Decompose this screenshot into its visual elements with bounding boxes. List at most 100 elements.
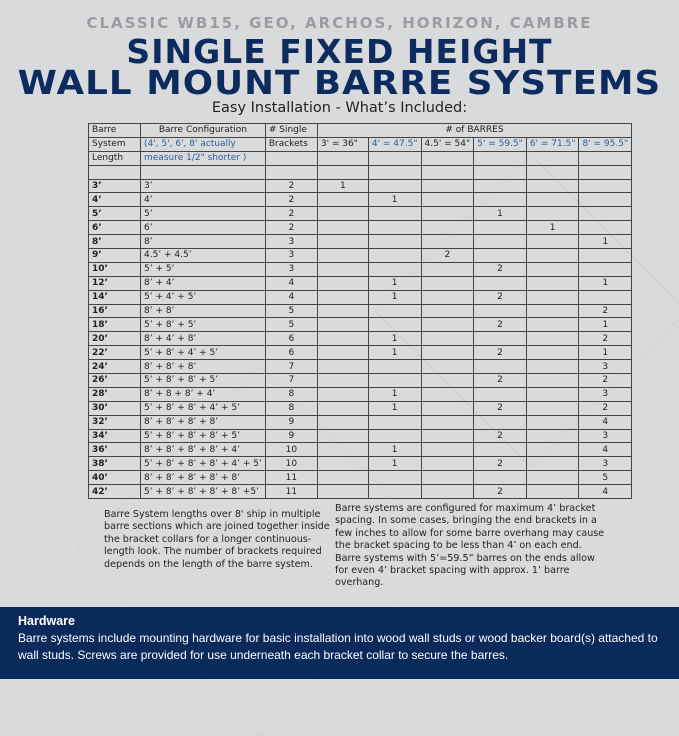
barre-count-cell	[525, 234, 580, 250]
barre-count-cell	[420, 400, 475, 416]
barre-count-cell: 2	[473, 373, 527, 388]
barre-count-cell: 1	[367, 289, 422, 305]
config-cell: 5’ + 8’ + 4’ + 5’	[140, 345, 266, 361]
barre-count-cell	[473, 275, 527, 291]
barre-count-cell	[420, 206, 475, 222]
table-row: 22’ 5’ + 8’ + 4’ + 5’ 6 1 2 1	[88, 345, 633, 361]
barre-count-cell	[420, 178, 475, 194]
table-row: 6’ 6’ 2 1	[88, 220, 633, 236]
barre-count-cell	[420, 359, 475, 375]
config-cell: 8’ + 8’ + 8’	[140, 359, 266, 375]
barre-count-cell	[420, 220, 475, 236]
config-cell: 5’ + 8’ + 5’	[140, 317, 266, 333]
note-left: Barre System lengths over 8' ship in mul…	[104, 509, 330, 570]
barre-count-cell: 2	[578, 331, 633, 347]
table-row: 5’ 5’ 2 1	[88, 206, 633, 222]
brackets-cell: 7	[264, 373, 318, 388]
brackets-cell: 9	[264, 414, 318, 430]
brackets-cell: 4	[264, 275, 318, 291]
length-cell: 9’	[88, 248, 141, 263]
brackets-cell: 3	[264, 234, 318, 250]
barre-count-cell: 4	[578, 484, 633, 500]
barre-count-cell: 1	[367, 456, 422, 472]
barre-count-cell	[367, 484, 422, 500]
barre-count-cell	[316, 400, 369, 416]
barre-count-cell	[316, 428, 369, 444]
product-subtitle: CLASSIC WB15, GEO, ARCHOS, HORIZON, CAMB…	[86, 14, 593, 32]
barre-count-cell	[525, 248, 580, 263]
barre-count-cell	[473, 248, 527, 263]
header-cell: Length	[88, 150, 141, 166]
table-row: 10’ 5’ + 5’ 3 2	[88, 261, 633, 277]
barre-count-cell	[525, 414, 580, 430]
table-row: 14’ 5’ + 4’ + 5’ 4 1 2	[88, 289, 633, 305]
barre-count-cell	[420, 442, 475, 458]
length-cell: 30’	[88, 400, 141, 416]
brackets-cell: 10	[264, 442, 318, 458]
barre-count-cell	[420, 331, 475, 347]
barre-count-cell	[525, 303, 580, 319]
table-row: 20’ 8’ + 4’ + 8’ 6 1 2	[88, 331, 633, 347]
table-row: 16’ 8’ + 8’ 5 2	[88, 303, 633, 319]
barre-count-cell	[367, 178, 422, 194]
barre-count-cell	[473, 303, 527, 319]
barre-count-cell: 2	[473, 456, 527, 472]
barre-count-cell	[316, 220, 369, 236]
blank-row	[88, 164, 633, 180]
barre-count-cell	[525, 442, 580, 458]
barre-count-cell	[525, 289, 580, 305]
length-cell: 5’	[88, 206, 141, 222]
barre-count-cell	[473, 220, 527, 236]
brackets-cell: 3	[264, 261, 318, 277]
config-cell: 6’	[140, 220, 266, 236]
barre-count-cell	[367, 414, 422, 430]
header-cell: 8' = 95.5"	[578, 136, 633, 152]
barre-count-cell: 3	[578, 456, 633, 472]
brackets-cell: 3	[264, 248, 318, 263]
barre-count-cell	[473, 442, 527, 458]
length-cell: 8’	[88, 234, 141, 250]
config-cell: 5’	[140, 206, 266, 222]
config-cell: 5’ + 8’ + 8’ + 8’ + 8’ +5’	[140, 484, 266, 500]
barre-count-cell	[420, 234, 475, 250]
barre-count-cell	[525, 400, 580, 416]
barre-count-cell	[473, 192, 527, 208]
barre-count-cell	[316, 345, 369, 361]
barre-count-cell	[525, 261, 580, 277]
barre-count-cell: 2	[473, 261, 527, 277]
table-row: 30’ 5’ + 8’ + 8’ + 4’ + 5’ 8 1 2 2	[88, 400, 633, 416]
barre-count-cell	[525, 456, 580, 472]
barre-count-cell: 3	[578, 428, 633, 444]
barre-count-cell	[420, 414, 475, 430]
barre-count-cell: 1	[367, 400, 422, 416]
barre-count-cell	[367, 206, 422, 222]
barre-count-cell	[420, 289, 475, 305]
barre-count-cell	[473, 386, 527, 402]
brackets-cell: 7	[264, 359, 318, 375]
barre-count-cell	[316, 470, 369, 486]
barre-count-cell	[420, 345, 475, 361]
barre-count-cell	[367, 317, 422, 333]
barre-count-cell: 1	[367, 192, 422, 208]
length-cell: 3’	[88, 178, 141, 194]
barre-count-cell	[367, 220, 422, 236]
barre-count-cell	[316, 331, 369, 347]
barre-count-cell: 3	[578, 386, 633, 402]
barre-count-cell	[525, 192, 580, 208]
barre-count-cell	[420, 275, 475, 291]
config-cell: 3’	[140, 178, 266, 194]
barre-count-cell	[420, 373, 475, 388]
brackets-cell: 5	[264, 317, 318, 333]
length-cell: 32’	[88, 414, 141, 430]
barre-count-cell	[316, 248, 369, 263]
length-cell: 38’	[88, 456, 141, 472]
header-cell: measure 1/2" shorter )	[140, 150, 266, 166]
page-title-line2: WALL MOUNT BARRE SYSTEMS	[17, 63, 662, 102]
config-cell: 4’	[140, 192, 266, 208]
barre-count-cell	[525, 345, 580, 361]
barre-count-cell: 2	[473, 289, 527, 305]
barre-count-cell	[367, 248, 422, 263]
barre-count-cell	[578, 289, 633, 305]
table-row: 40’ 8’ + 8’ + 8’ + 8’ + 8’ 11 5	[88, 470, 633, 486]
barre-count-cell	[473, 414, 527, 430]
